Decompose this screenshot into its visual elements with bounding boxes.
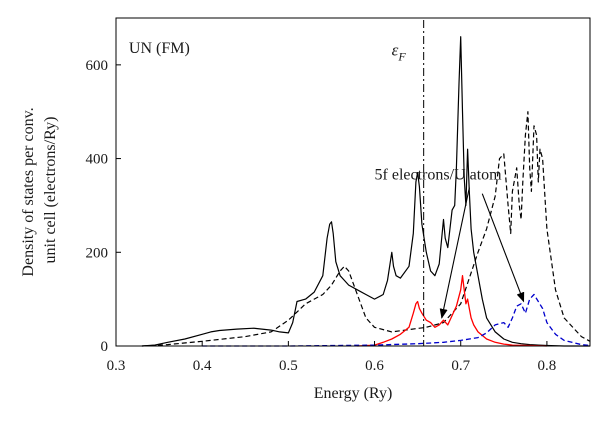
x-tick-label: 0.3 [107,358,126,374]
x-tick-label: 0.7 [451,358,470,374]
series-line-4 [202,293,591,347]
fermi-label: εF [392,40,407,63]
plot-frame [115,17,591,347]
y-axis-label-line-2: unit cell (electrons/Ry) [42,117,59,264]
x-tick-label: 0.6 [365,358,384,374]
x-axis-ticks: 0.3 0.4 0.5 0.6 0.7 0.8 [107,341,557,374]
fermi-subscript: F [397,49,406,63]
y-axis-label-line-1: Density of states per conv. [20,107,37,276]
5f-arrow-label: 5f electrons/U atom [375,167,503,184]
x-tick-label: 0.4 [193,358,212,374]
system-label: UN (FM) [129,40,190,57]
y-tick-label: 600 [86,58,109,74]
y-axis-ticks: 0 200 400 600 [86,58,121,355]
y-axis-label: Density of states per conv. unit cell (e… [20,103,59,276]
series-layer [141,36,591,347]
x-tick-label: 0.5 [279,358,298,374]
fermi-symbol: ε [392,40,399,59]
annotation-arrow-2 [481,193,525,303]
x-axis-label: Energy (Ry) [314,385,393,402]
annotation-arrow-1 [439,187,470,319]
series-line-2 [141,111,591,347]
y-tick-label: 200 [86,245,109,261]
y-tick-label: 400 [86,152,109,168]
arrow-layer [439,187,525,319]
y-tick-label: 0 [101,339,109,355]
x-tick-label: 0.8 [538,358,557,374]
